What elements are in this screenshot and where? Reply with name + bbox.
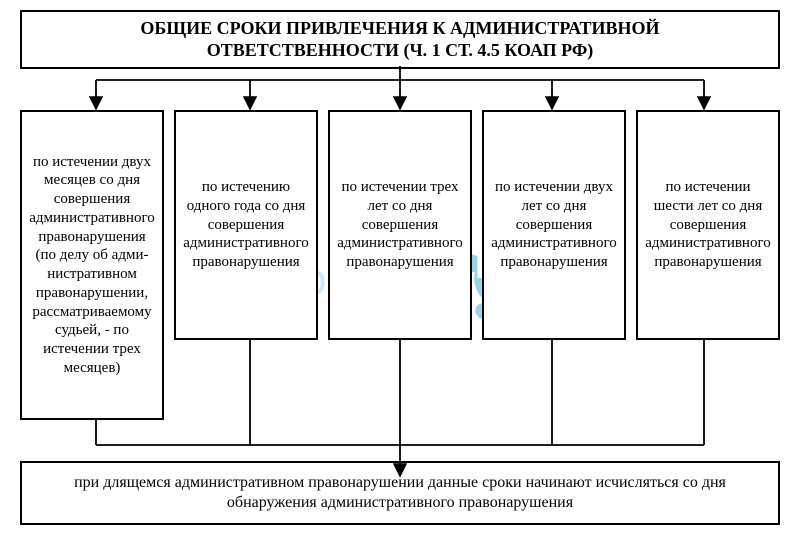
title-line2: ОТВЕТСТВЕННОСТИ (Ч. 1 СТ. 4.5 КОАП РФ) <box>32 40 768 62</box>
term-box-1: по истечении двух месяцев со дня соверше… <box>20 110 164 420</box>
term-box-2: по истечению одного года со дня со­верше… <box>174 110 318 340</box>
continuing-violation-note: при длящемся административном правонаруш… <box>20 461 780 525</box>
title-box: ОБЩИЕ СРОКИ ПРИВЛЕЧЕНИЯ К АДМИНИСТРАТИВН… <box>20 10 780 69</box>
term-box-4: по истечении двух лет со дня совершения … <box>482 110 626 340</box>
term-box-3: по истечении трех лет со дня совершения … <box>328 110 472 340</box>
title-line1: ОБЩИЕ СРОКИ ПРИВЛЕЧЕНИЯ К АДМИНИСТРАТИВН… <box>32 18 768 40</box>
term-box-5: по истече­нии шести лет со дня совершени… <box>636 110 780 340</box>
term-boxes-row: по истечении двух месяцев со дня соверше… <box>20 110 780 420</box>
